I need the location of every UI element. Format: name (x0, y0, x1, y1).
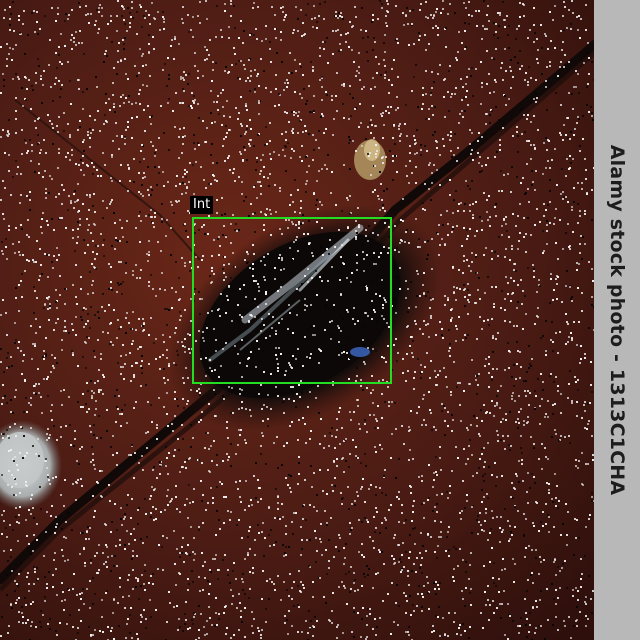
detection-box (192, 217, 392, 384)
watermark-text: Alamy stock photo - 1313C1CHA (606, 144, 628, 496)
watermark-strip: Alamy stock photo - 1313C1CHA (594, 0, 640, 640)
beige-fleck (364, 139, 380, 161)
detection-label: Int (190, 196, 214, 214)
